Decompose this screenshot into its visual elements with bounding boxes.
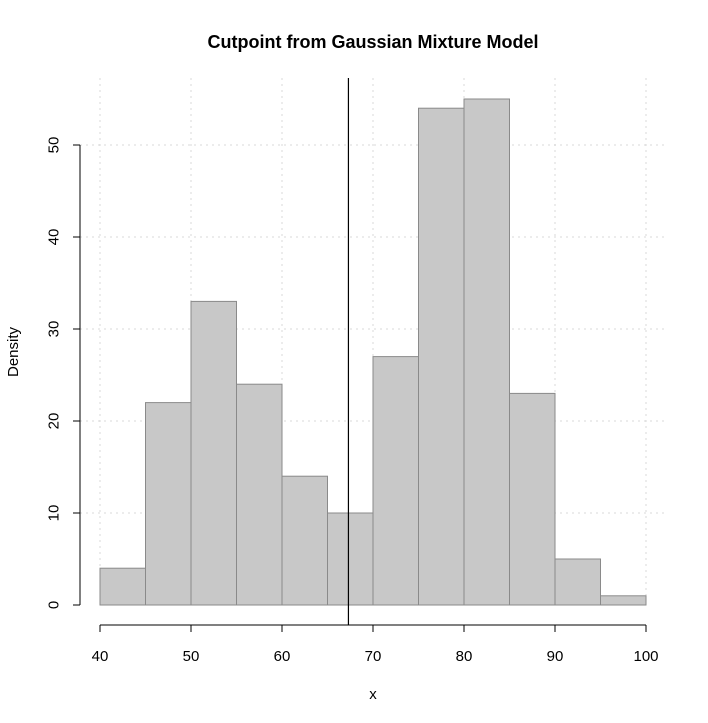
histogram-bar — [145, 402, 192, 606]
x-tick-label: 80 — [456, 648, 473, 665]
histogram-bar — [99, 567, 146, 606]
x-axis: 40 50 60 70 80 90 100 — [92, 624, 659, 665]
y-axis-label: Density — [5, 326, 22, 377]
y-axis: 0 10 20 30 40 50 — [46, 137, 81, 609]
histogram-bar — [554, 558, 601, 606]
histogram-bar — [600, 595, 647, 606]
x-axis-label: x — [369, 686, 377, 703]
y-tick-label: 50 — [46, 137, 63, 154]
chart-title: Cutpoint from Gaussian Mixture Model — [207, 32, 538, 52]
histogram-bar — [509, 392, 556, 606]
x-tick-label: 90 — [547, 648, 564, 665]
x-tick-label: 50 — [183, 648, 200, 665]
y-tick-label: 0 — [46, 601, 63, 609]
histogram-bar — [236, 383, 283, 606]
histogram-bar — [463, 98, 510, 606]
x-tick-label: 100 — [633, 648, 658, 665]
bars — [99, 98, 647, 606]
x-tick-label: 70 — [365, 648, 382, 665]
histogram-bar — [418, 107, 465, 606]
y-tick-label: 30 — [46, 321, 63, 338]
x-tick-label: 40 — [92, 648, 109, 665]
histogram-bar — [281, 475, 328, 606]
histogram-bar — [190, 300, 237, 606]
y-tick-label: 20 — [46, 413, 63, 430]
x-tick-label: 60 — [274, 648, 291, 665]
y-tick-label: 40 — [46, 229, 63, 246]
histogram-bar — [372, 356, 419, 606]
histogram-bar — [327, 512, 374, 606]
y-tick-label: 10 — [46, 505, 63, 522]
